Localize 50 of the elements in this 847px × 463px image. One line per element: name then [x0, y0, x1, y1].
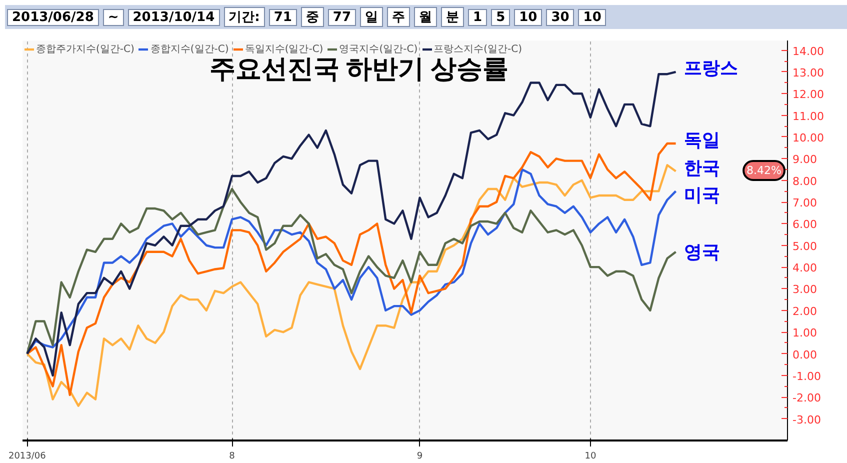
- text: 5: [491, 9, 510, 26]
- y-tick-label: 5.00: [792, 240, 817, 253]
- text: 2013/10/14: [128, 9, 220, 26]
- y-tick-label: 13.00: [792, 66, 824, 80]
- y-tick-label: 7.00: [792, 196, 817, 210]
- x-tick-label: 8: [229, 452, 236, 462]
- text: 30: [546, 9, 574, 26]
- text: 일: [360, 7, 384, 27]
- y-tick-label: 12.00: [792, 88, 824, 102]
- y-tick-label: -1.00: [792, 370, 821, 383]
- text: 71: [268, 9, 297, 26]
- y-tick-label: 9.00: [792, 153, 817, 166]
- text: 10: [578, 9, 606, 26]
- y-tick-label: 11.00: [792, 110, 824, 123]
- y-tick-label: 6.00: [792, 218, 817, 232]
- text: 주: [387, 7, 410, 27]
- y-tick-label: 3.00: [792, 283, 817, 296]
- y-tick-label: -3.00: [792, 413, 821, 426]
- text: 독일: [684, 130, 720, 151]
- legend-label: 종합지수(일간-C): [150, 43, 229, 56]
- text: 영국: [684, 242, 720, 263]
- text: ~: [102, 9, 124, 26]
- y-tick-label: 2.00: [792, 304, 817, 318]
- y-tick-label: 8.00: [792, 174, 817, 188]
- y-tick-label: 0.00: [792, 348, 817, 362]
- text: 기간:: [224, 7, 265, 27]
- y-tick-label: -2.00: [792, 392, 821, 405]
- text: 분: [441, 7, 464, 27]
- legend-label: 독일지수(일간-C): [244, 43, 324, 56]
- text: 주요선진국 하반기 상승률: [210, 54, 509, 84]
- text: 1: [468, 9, 488, 26]
- text: 10: [514, 9, 542, 26]
- text: 2013/06/28: [7, 9, 99, 26]
- y-tick-label: 10.00: [792, 131, 824, 144]
- x-tick-label: 2013/06: [8, 452, 46, 462]
- text: 프랑스: [684, 58, 738, 79]
- text: 77: [328, 9, 356, 26]
- text: 미국: [684, 185, 720, 206]
- y-tick-label: 14.00: [792, 44, 824, 58]
- legend-label: 종합주가지수(일간-C): [36, 43, 134, 56]
- y-tick-label: 4.00: [792, 262, 817, 275]
- text: 중: [300, 7, 324, 27]
- y-tick-label: 1.00: [792, 326, 817, 340]
- x-tick-label: 9: [416, 452, 423, 462]
- legend-label: 프랑스지수(일간-C): [434, 43, 522, 56]
- text: 8.42%: [746, 164, 782, 177]
- text: 월: [414, 7, 438, 27]
- legend-label: 영국지수(일간-C): [339, 43, 418, 56]
- text: 한국: [684, 158, 720, 179]
- x-tick-label: 10: [584, 452, 596, 462]
